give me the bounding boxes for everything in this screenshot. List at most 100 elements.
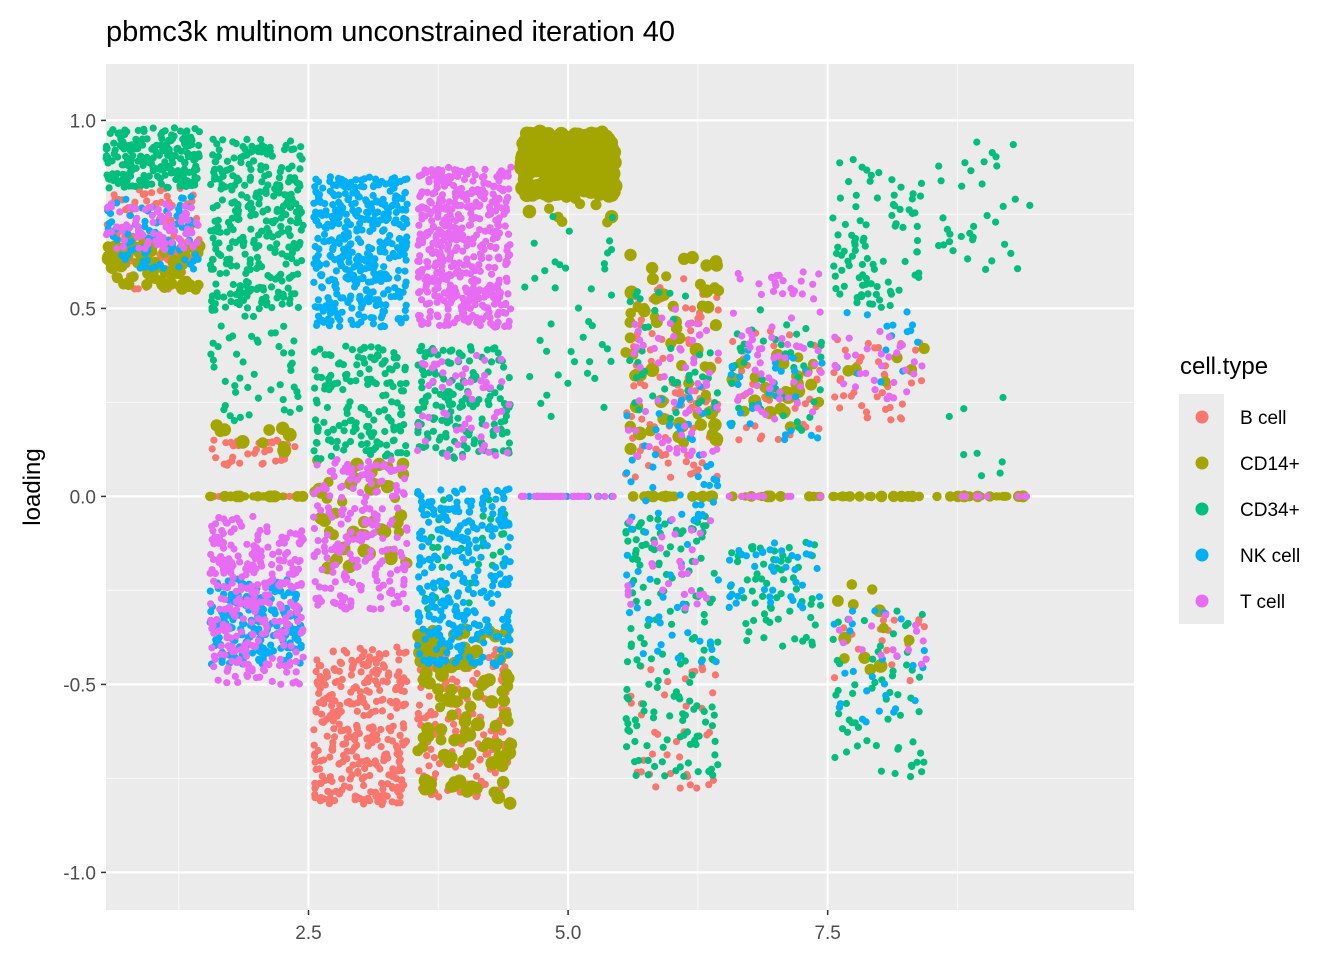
data-point	[633, 656, 641, 664]
data-point	[390, 545, 398, 553]
data-point	[393, 362, 401, 370]
data-point	[415, 573, 423, 581]
data-point	[355, 311, 363, 319]
data-point	[268, 304, 276, 312]
data-point	[466, 653, 474, 661]
data-point	[373, 577, 381, 585]
data-point	[401, 739, 409, 747]
data-point	[227, 541, 235, 549]
data-point	[855, 274, 863, 282]
data-point	[348, 747, 356, 755]
data-point	[363, 687, 371, 695]
data-point	[206, 587, 214, 595]
data-point	[396, 731, 404, 740]
data-point	[393, 643, 401, 651]
data-point	[655, 613, 663, 621]
data-point	[786, 607, 794, 615]
data-point	[789, 354, 797, 362]
data-point	[603, 345, 612, 353]
data-point	[322, 207, 330, 215]
data-point	[494, 590, 502, 599]
data-point	[633, 722, 641, 730]
data-point	[231, 672, 239, 681]
data-point	[335, 191, 343, 199]
data-point	[322, 260, 330, 268]
data-point	[152, 148, 160, 156]
data-point	[312, 217, 320, 225]
data-point	[175, 263, 183, 271]
data-point	[445, 683, 458, 696]
data-point	[337, 602, 345, 610]
data-point	[342, 739, 350, 748]
data-point	[830, 620, 838, 628]
data-point	[694, 492, 703, 501]
data-point	[906, 490, 919, 503]
data-point	[728, 549, 736, 557]
data-point	[639, 700, 648, 708]
data-point	[649, 483, 657, 492]
data-point	[693, 702, 701, 710]
data-point	[247, 225, 255, 233]
data-point	[452, 489, 461, 497]
data-point	[183, 149, 192, 157]
data-point	[445, 563, 453, 571]
data-point	[387, 456, 395, 464]
data-point	[249, 145, 257, 153]
data-point	[231, 198, 239, 206]
data-point	[886, 403, 894, 412]
data-point	[323, 554, 331, 562]
data-point	[586, 358, 594, 366]
data-point	[351, 505, 359, 513]
data-point	[489, 551, 497, 559]
data-point	[696, 637, 704, 645]
data-point	[189, 257, 198, 265]
data-point	[170, 132, 178, 140]
data-point	[262, 185, 270, 194]
data-point	[156, 187, 164, 195]
data-point	[310, 524, 318, 533]
data-point	[298, 155, 306, 163]
data-point	[372, 461, 381, 469]
data-point	[258, 295, 266, 303]
data-point	[374, 667, 382, 675]
data-point	[667, 415, 675, 423]
data-point	[344, 196, 352, 204]
data-point	[491, 738, 503, 750]
data-point	[458, 641, 466, 649]
data-point	[709, 432, 724, 447]
data-point	[401, 282, 409, 290]
data-point	[666, 289, 674, 297]
data-point	[712, 658, 720, 666]
data-point	[858, 651, 871, 664]
data-point	[210, 577, 218, 585]
data-point	[417, 741, 429, 753]
data-point	[353, 556, 361, 564]
data-point	[360, 773, 369, 781]
data-point	[244, 639, 252, 647]
data-point	[817, 601, 825, 609]
data-point	[119, 170, 127, 178]
data-point	[318, 710, 326, 718]
data-point	[675, 693, 683, 701]
data-point	[392, 208, 400, 216]
data-point	[841, 346, 849, 354]
data-point	[395, 464, 403, 473]
data-point	[213, 616, 221, 624]
data-point	[401, 366, 409, 374]
data-point	[425, 518, 433, 526]
data-point	[267, 283, 276, 291]
data-point	[348, 656, 356, 665]
data-point	[189, 265, 198, 273]
data-point	[379, 241, 387, 249]
data-point	[763, 579, 771, 588]
data-point	[521, 283, 529, 291]
data-point	[207, 608, 215, 616]
data-point	[368, 433, 376, 441]
data-point	[145, 172, 153, 180]
data-point	[464, 528, 472, 536]
data-point	[694, 768, 702, 776]
data-point	[562, 166, 576, 181]
data-point	[838, 491, 848, 502]
data-point	[327, 351, 335, 360]
data-point	[332, 280, 340, 288]
